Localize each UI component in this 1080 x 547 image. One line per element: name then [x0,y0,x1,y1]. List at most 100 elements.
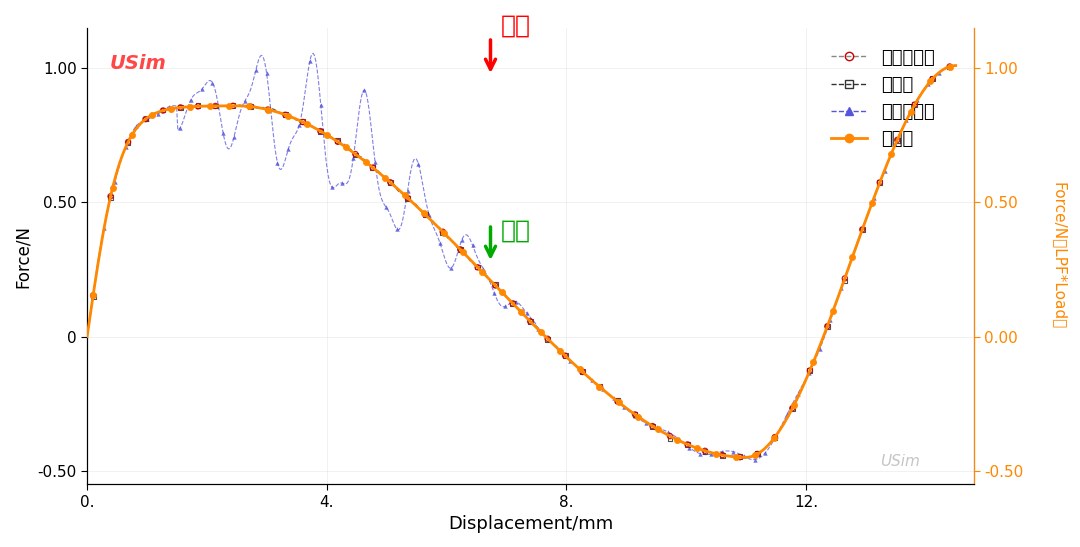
Point [941,62,958,71]
Point [280,145,297,154]
Point [312,127,329,136]
Point [160,102,177,111]
Point [120,138,137,147]
Point [154,106,172,115]
Point [172,124,189,132]
Point [746,451,764,459]
Point [766,433,783,441]
Point [923,74,941,83]
Point [207,102,225,110]
Point [279,111,296,120]
Point [854,222,872,231]
Point [400,195,417,203]
Point [659,428,676,437]
Point [486,289,503,298]
Point [84,291,102,300]
Point [276,110,294,119]
Point [819,322,836,330]
Point [801,366,819,375]
Point [583,376,600,385]
Point [172,103,189,112]
Point [731,453,748,462]
Point [889,136,906,144]
Point [396,191,414,200]
Point [435,228,453,237]
Point [562,357,579,365]
Point [766,433,783,441]
Point [220,101,238,110]
Point [702,450,719,458]
Point [819,322,836,330]
Point [941,62,958,71]
Point [225,101,242,110]
Point [215,129,232,138]
Point [434,228,451,237]
Point [312,101,329,110]
Point [785,401,802,410]
Point [127,121,145,130]
Point [725,447,742,456]
Point [355,86,373,95]
Point [183,96,200,104]
Point [529,324,546,333]
Point [594,385,611,393]
Point [409,160,427,168]
Point [377,173,394,182]
Point [84,292,102,301]
Point [201,102,218,110]
Point [464,241,482,250]
Point [329,137,347,146]
Point [906,100,923,109]
Point [237,96,254,105]
Point [181,102,199,111]
Point [540,335,557,344]
Point [388,225,405,234]
Point [923,75,941,84]
Point [746,455,764,464]
Point [833,283,850,292]
Point [189,102,206,110]
Point [400,194,417,202]
Point [451,245,469,254]
Point [670,434,687,443]
Point [800,369,818,377]
Point [748,450,766,458]
Point [865,194,882,203]
Point [294,118,311,126]
Point [919,80,936,89]
Point [882,149,900,158]
Point [757,449,774,457]
Point [679,440,697,449]
Point [779,410,796,418]
Point [240,102,257,110]
Text: USim: USim [109,54,166,73]
Point [417,210,434,219]
Point [902,107,919,116]
Point [648,423,665,432]
Point [494,288,511,297]
Point [357,158,375,166]
Text: 加载: 加载 [501,14,531,38]
Point [836,277,853,286]
Point [189,101,206,109]
Point [941,62,958,71]
Point [921,77,939,86]
Point [679,440,697,449]
Point [347,150,364,159]
Point [226,132,243,141]
Point [784,404,801,413]
Point [731,452,748,461]
Point [276,110,294,119]
Point [680,443,698,452]
Point [697,446,714,455]
Point [843,252,861,260]
Point [836,274,853,283]
Point [801,366,819,375]
Point [616,403,633,412]
X-axis label: Displacement/mm: Displacement/mm [448,515,613,533]
Point [887,140,904,149]
Point [204,78,221,87]
Point [193,85,211,94]
Point [626,412,644,421]
Point [824,307,841,316]
